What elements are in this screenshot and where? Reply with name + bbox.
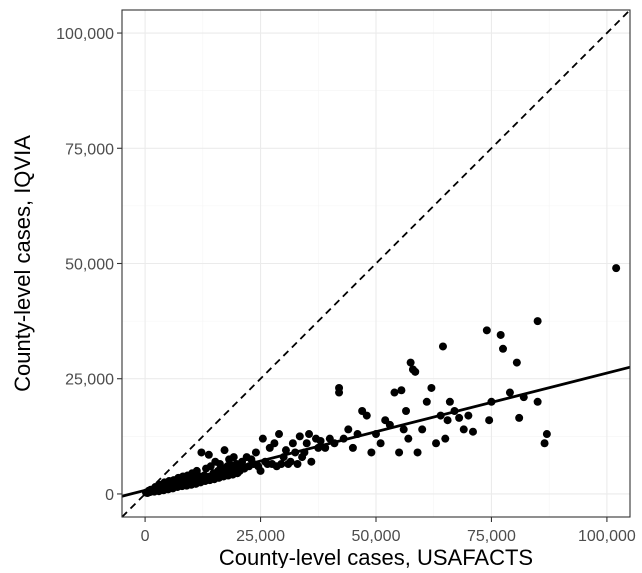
- data-point: [441, 434, 450, 443]
- data-point: [404, 434, 413, 443]
- data-point: [540, 439, 549, 448]
- data-point: [395, 448, 404, 457]
- data-point: [612, 264, 621, 273]
- data-point: [302, 439, 311, 448]
- y-axis-ticks: 0 25,000 50,000 75,000 100,000: [56, 26, 122, 504]
- x-tick-label: 0: [141, 528, 150, 545]
- data-point: [455, 413, 464, 422]
- data-point: [197, 448, 206, 457]
- data-point: [468, 427, 477, 436]
- data-point: [316, 436, 325, 445]
- data-point: [411, 367, 420, 376]
- data-point: [399, 425, 408, 434]
- regression-fit-line: [121, 365, 631, 498]
- y-tick-label: 50,000: [65, 257, 114, 274]
- data-point: [482, 326, 491, 335]
- data-point: [505, 388, 514, 397]
- data-point: [362, 411, 371, 420]
- data-point: [499, 344, 507, 353]
- x-axis-title: County-level cases, USAFACTS: [219, 545, 533, 568]
- data-point: [427, 383, 436, 392]
- y-tick-label: 100,000: [56, 26, 114, 43]
- data-point: [485, 416, 494, 425]
- data-point: [402, 406, 411, 415]
- data-point: [390, 388, 399, 397]
- data-point: [376, 439, 385, 448]
- data-point: [542, 430, 551, 439]
- data-point: [422, 397, 431, 406]
- data-point: [344, 425, 353, 434]
- data-point: [443, 416, 452, 425]
- data-point: [445, 397, 454, 406]
- data-point: [515, 413, 524, 422]
- data-point: [295, 432, 304, 441]
- data-point: [275, 430, 284, 439]
- data-point: [220, 446, 229, 455]
- data-point: [335, 388, 344, 397]
- data-point: [277, 459, 286, 468]
- data-point: [204, 450, 213, 459]
- data-point: [418, 425, 427, 434]
- data-point: [281, 446, 290, 455]
- data-point: [270, 439, 279, 448]
- data-point: [293, 459, 302, 468]
- data-point: [307, 457, 316, 466]
- data-point: [464, 411, 473, 420]
- data-point: [305, 430, 314, 439]
- data-point: [496, 330, 505, 339]
- data-point: [288, 439, 297, 448]
- y-tick-label: 75,000: [65, 141, 114, 158]
- data-point: [256, 466, 265, 475]
- data-point: [438, 342, 447, 351]
- y-axis-title: County-level cases, IQVIA: [10, 135, 35, 392]
- data-point: [397, 386, 406, 395]
- data-point: [413, 448, 422, 457]
- y-tick-label: 0: [105, 487, 114, 504]
- x-tick-label: 25,000: [236, 528, 285, 545]
- x-axis-ticks: 0 25,000 50,000 75,000 100,000: [141, 517, 636, 545]
- fit-layer: [121, 365, 631, 498]
- data-point: [286, 457, 295, 466]
- data-point: [258, 434, 267, 443]
- data-point: [533, 317, 542, 326]
- data-point: [459, 425, 468, 434]
- data-point: [348, 443, 357, 452]
- data-point: [251, 448, 260, 457]
- y-tick-label: 25,000: [65, 372, 114, 389]
- data-point: [533, 397, 542, 406]
- x-tick-label: 75,000: [467, 528, 516, 545]
- x-tick-label: 50,000: [352, 528, 401, 545]
- x-tick-label: 100,000: [578, 528, 636, 545]
- data-point: [512, 358, 521, 367]
- data-point: [367, 448, 376, 457]
- data-point: [432, 439, 441, 448]
- data-point: [229, 453, 238, 462]
- data-point: [406, 358, 415, 367]
